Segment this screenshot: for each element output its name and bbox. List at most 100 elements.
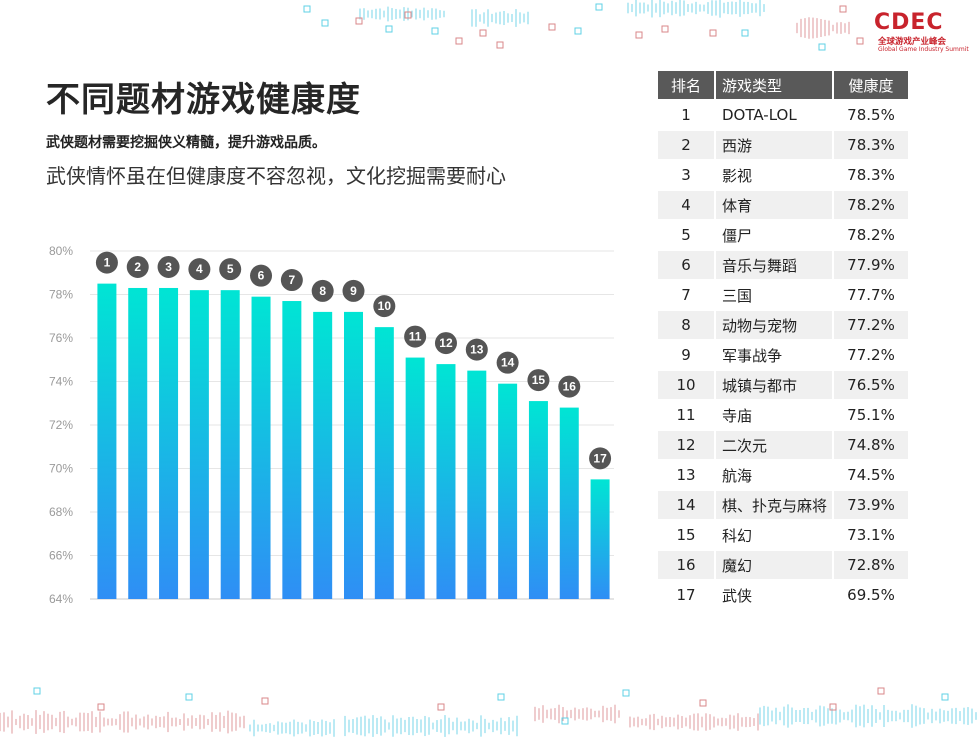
rank-badge-label: 14 [501,356,515,370]
deco-square [431,27,439,35]
bar [128,287,148,599]
game-type-cell: 武侠 [716,579,834,609]
table-row: 8 动物与宠物 77.2% [658,309,910,339]
deco-square [548,23,556,31]
rank-badge-label: 4 [196,262,203,276]
table-row: 16 魔幻 72.8% [658,549,910,579]
health-cell: 74.8% [834,429,910,459]
rank-cell: 11 [658,399,716,429]
bar [559,407,579,599]
rank-cell: 16 [658,549,716,579]
rank-cell: 5 [658,219,716,249]
rank-badge-label: 1 [104,256,111,270]
health-cell: 78.5% [834,99,910,129]
rank-cell: 6 [658,249,716,279]
game-type-cell: 僵尸 [716,219,834,249]
rank-badge-label: 11 [409,330,422,344]
bar [220,290,240,599]
table-row: 11 寺庙 75.1% [658,399,910,429]
rank-badge [219,258,242,281]
table-row: 6 音乐与舞蹈 77.9% [658,249,910,279]
cdec-logo: CDEC 全球游戏产业峰会 Global Game Industry Summi… [874,8,974,54]
logo-english-text: Global Game Industry Summit [878,46,969,53]
rank-badge-label: 16 [563,380,577,394]
game-type-cell: 音乐与舞蹈 [716,249,834,279]
rank-badge-label: 17 [593,451,607,465]
bar [159,287,179,599]
rank-cell: 1 [658,99,716,129]
rank-cell: 17 [658,579,716,609]
rank-cell: 8 [658,309,716,339]
game-type-cell: 科幻 [716,519,834,549]
deco-square [185,693,193,701]
rank-cell: 10 [658,369,716,399]
logo-chinese-text: 全球游戏产业峰会 [878,37,947,47]
y-tick-label: 72% [49,418,73,432]
table-row: 2 西游 78.3% [658,129,910,159]
health-cell: 77.2% [834,339,910,369]
bar [313,311,333,599]
rank-badge-label: 5 [227,262,234,276]
table-row: 12 二次元 74.8% [658,429,910,459]
game-type-cell: 军事战争 [716,339,834,369]
rank-badge-label: 13 [470,343,484,357]
rank-badge [95,251,118,274]
rank-badge [373,295,396,318]
deco-square [661,25,669,33]
deco-square [941,693,949,701]
bar [251,296,271,599]
bar [282,301,302,599]
logo-mark: CDEC [874,10,944,35]
game-type-cell: 魔幻 [716,549,834,579]
y-tick-label: 64% [49,592,73,606]
deco-square [355,17,363,25]
rank-badge [527,369,550,392]
game-type-cell: DOTA-LOL [716,99,834,129]
rank-badge [465,338,488,361]
deco-square [818,43,826,51]
ranking-table: 排名 游戏类型 健康度 1 DOTA-LOL 78.5% 2 西游 78.3% 3 影视 78.… [658,71,910,609]
header-rank: 排名 [658,71,716,99]
y-tick-label: 68% [49,505,73,519]
bar [467,370,487,599]
health-cell: 69.5% [834,579,910,609]
game-type-cell: 二次元 [716,429,834,459]
game-type-cell: 体育 [716,189,834,219]
header-game-type: 游戏类型 [716,71,834,99]
game-type-cell: 三国 [716,279,834,309]
deco-square [877,687,885,695]
game-type-cell: 城镇与都市 [716,369,834,399]
table-row: 10 城镇与都市 76.5% [658,369,910,399]
y-tick-label: 78% [49,288,73,302]
y-tick-label: 74% [49,375,73,389]
rank-badge-label: 10 [378,299,392,313]
table-row: 15 科幻 73.1% [658,519,910,549]
game-type-cell: 动物与宠物 [716,309,834,339]
health-cell: 78.3% [834,129,910,159]
rank-cell: 3 [658,159,716,189]
rank-cell: 14 [658,489,716,519]
table-row: 3 影视 78.3% [658,159,910,189]
game-type-cell: 影视 [716,159,834,189]
health-cell: 77.7% [834,279,910,309]
rank-badge [157,255,180,278]
rank-badge-label: 7 [289,273,296,287]
y-tick-label: 76% [49,331,73,345]
health-cell: 78.3% [834,159,910,189]
bar [344,311,363,599]
deco-square [261,697,269,705]
y-tick-label: 70% [49,462,73,476]
rank-badge [434,332,457,355]
health-cell: 76.5% [834,369,910,399]
rank-badge [126,255,149,278]
y-tick-label: 80% [49,244,73,258]
table-row: 5 僵尸 78.2% [658,219,910,249]
health-bar-chart: 64%66%68%70%72%74%76%78%80% 1 2 3 4 5 6 78 9101… [49,244,614,606]
deco-square [404,11,412,19]
rank-badge [404,325,427,348]
rank-badge [188,258,211,281]
rank-cell: 12 [658,429,716,459]
page-title: 不同题材游戏健康度 [46,80,361,120]
bar [436,364,456,599]
